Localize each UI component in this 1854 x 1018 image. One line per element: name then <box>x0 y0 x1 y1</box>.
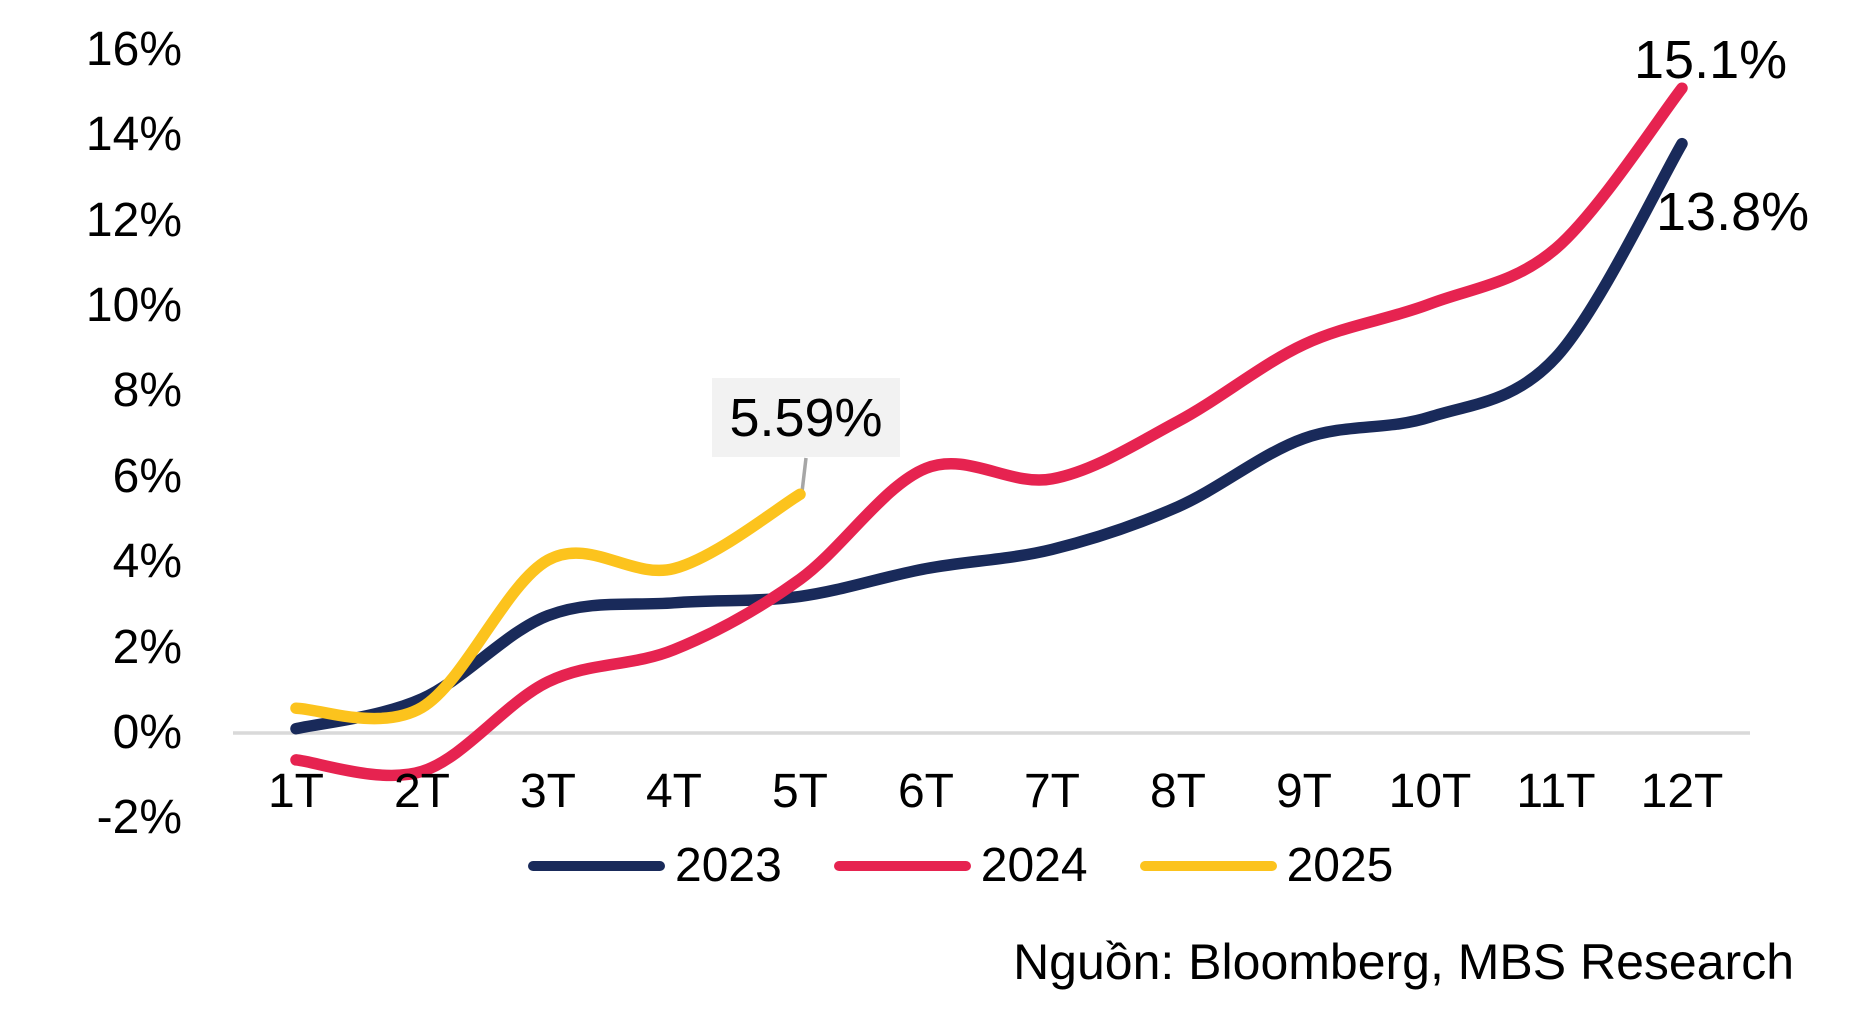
source-note: Nguồn: Bloomberg, MBS Research <box>1013 934 1794 990</box>
callout-leader-line <box>800 457 808 493</box>
y-tick-label: 10% <box>85 279 182 332</box>
x-tick-label: 3T <box>519 765 576 818</box>
x-tick-label: 7T <box>1023 765 1080 818</box>
legend-label-2024: 2024 <box>980 839 1088 892</box>
x-tick-label: 2T <box>393 765 450 818</box>
y-tick-label: -2% <box>96 791 182 845</box>
y-tick-label: 6% <box>112 449 182 503</box>
y-tick-label: 12% <box>85 193 182 247</box>
y-tick-label: 8% <box>112 364 182 418</box>
label-2024-final-value: 15.1% <box>1634 30 1788 90</box>
legend-swatch-2024 <box>833 861 971 871</box>
x-tick-label: 9T <box>1275 765 1332 818</box>
legend-item-2025: 2025 <box>1139 839 1394 892</box>
x-tick-label: 6T <box>897 765 954 818</box>
label-2023-final-value: 13.8% <box>1656 182 1810 242</box>
x-tick-label: 11T <box>1516 765 1596 818</box>
series-line-2023 <box>290 137 1688 735</box>
legend-swatch-2025 <box>1139 861 1277 871</box>
x-tick-label: 12T <box>1640 765 1724 818</box>
x-tick-label: 10T <box>1388 765 1472 818</box>
y-tick-label: 0% <box>112 706 182 759</box>
series-lines <box>290 82 1688 782</box>
legend: 2023 2024 2025 <box>528 842 1393 890</box>
x-tick-label: 5T <box>771 765 828 818</box>
legend-label-2025: 2025 <box>1286 839 1394 892</box>
legend-label-2023: 2023 <box>675 839 782 892</box>
x-tick-label: 4T <box>645 765 702 818</box>
label-2025-callout-box: 5.59% <box>712 378 900 457</box>
y-tick-label: 2% <box>112 620 182 674</box>
x-tick-label: 1T <box>267 765 324 818</box>
series-line-2025 <box>290 488 806 725</box>
series-line-2024 <box>290 82 1688 782</box>
label-2025-final-value: 5.59% <box>729 387 883 448</box>
legend-item-2024: 2024 <box>833 839 1088 892</box>
y-tick-label: 4% <box>112 535 182 589</box>
x-tick-label: 8T <box>1149 765 1206 818</box>
legend-swatch-2023 <box>528 861 665 871</box>
legend-item-2023: 2023 <box>528 842 782 890</box>
y-tick-label: 14% <box>85 108 182 162</box>
y-tick-label: 16% <box>85 22 182 76</box>
